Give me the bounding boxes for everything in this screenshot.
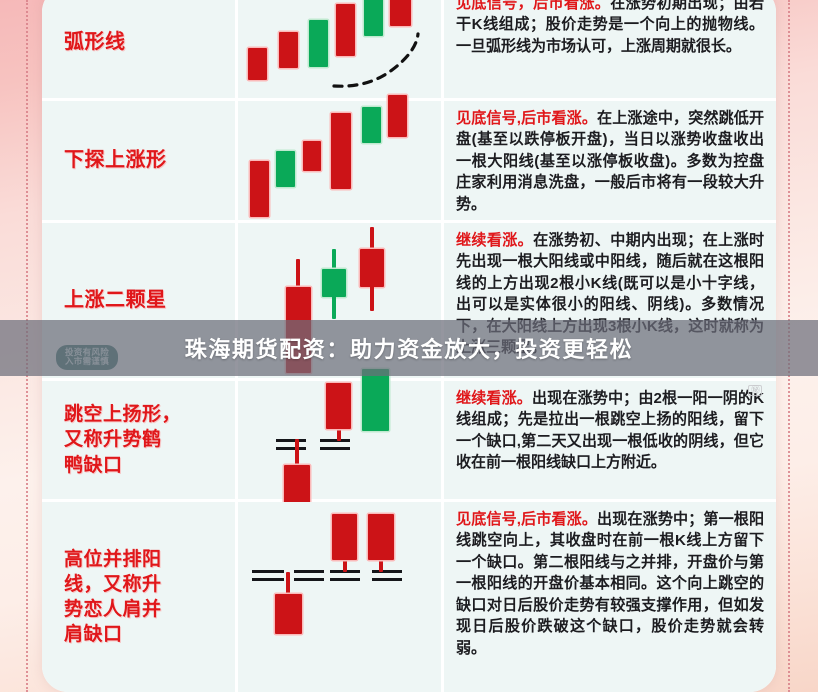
gap-line <box>294 578 324 581</box>
pattern-description-cell: 见底信号，后市看涨。在涨势初期出现；由若干K线组成；股价走势是一个向上的抛物线。… <box>444 0 776 98</box>
gap-line <box>252 570 284 573</box>
watermark-icon: ㊙ <box>747 385 762 396</box>
gap-line <box>294 570 324 573</box>
candle-green <box>362 369 389 431</box>
candle-wick <box>379 556 383 572</box>
candle-red <box>326 383 351 429</box>
description-body: 出现在涨势中；由2根一阳一阴的K线组成；先是拉出一根跳空上扬的阳线，留下一个缺口… <box>456 390 764 472</box>
candle-red <box>284 465 310 503</box>
candle-red <box>248 48 267 80</box>
gap-line <box>252 578 284 581</box>
gap-line <box>320 439 350 442</box>
pattern-description-cell: 见底信号,后市看涨。在上涨途中，突然跳低开盘(基至以跌停板开盘)，当日以涨势收盘… <box>444 101 776 220</box>
pattern-rows: 弧形线 见底信号，后市看涨。在涨势初期出现；由若干K线组成；股价走势是一个向上的… <box>42 0 776 692</box>
candle-red <box>279 32 298 68</box>
pattern-description: 见底信号，后市看涨。在涨势初期出现；由若干K线组成；股价走势是一个向上的抛物线。… <box>456 0 764 57</box>
candle-wick <box>337 423 341 441</box>
gap-line <box>320 447 350 450</box>
pattern-chart-cell <box>238 0 444 98</box>
candlestick-chart-arc-line <box>238 0 441 98</box>
candle-red <box>390 0 411 26</box>
gap-line <box>372 570 402 573</box>
candle-wick <box>370 227 374 251</box>
candlestick-chart-side-by-side <box>238 502 441 692</box>
candle-wick <box>295 439 299 467</box>
pattern-row: 下探上涨形 见底信号,后市看涨。在上涨途中，突然跳低开盘(基至以跌停板开盘)，当… <box>42 95 776 223</box>
candle-wick <box>332 295 336 319</box>
pattern-description-cell: 见底信号,后市看涨。出现在涨势中；第一根阳线跳空向上，其收盘时在前一根K线上方留… <box>444 502 776 692</box>
pattern-chart-cell <box>238 95 444 220</box>
candle-green <box>322 269 346 297</box>
gap-line <box>372 578 402 581</box>
description-body: 在上涨途中，突然跳低开盘(基至以跌停板开盘)，当日以涨势收盘收出一根大阳线(基至… <box>456 110 764 213</box>
candlestick-chart-gap-up <box>238 369 441 503</box>
pattern-description: 见底信号,后市看涨。在上涨途中，突然跳低开盘(基至以跌停板开盘)，当日以涨势收盘… <box>456 108 764 215</box>
pattern-label: 下探上涨形 <box>64 149 167 172</box>
pattern-label-cell: 弧形线 <box>42 0 238 98</box>
candle-wick <box>370 285 374 311</box>
candle-red <box>332 514 357 560</box>
promo-overlay-banner: 珠海期货配资：助力资金放大，投资更轻松 <box>0 320 818 376</box>
description-highlight: 见底信号,后市看涨。 <box>456 110 598 127</box>
pattern-label: 高位并排阳 线，又称升 势恋人肩并 肩缺口 <box>64 548 162 646</box>
description-highlight: 见底信号,后市看涨。 <box>456 511 598 528</box>
description-highlight: 继续看涨。 <box>456 390 532 407</box>
candle-green <box>364 0 383 36</box>
candle-red <box>250 161 269 217</box>
candle-red <box>388 95 407 137</box>
gap-line <box>276 439 306 442</box>
pattern-description: 继续看涨。出现在涨势中；由2根一阳一阴的K线组成；先是拉出一根跳空上扬的阳线，留… <box>456 388 764 474</box>
pattern-label: 弧形线 <box>64 30 126 53</box>
pattern-row: 弧形线 见底信号，后市看涨。在涨势初期出现；由若干K线组成；股价走势是一个向上的… <box>42 0 776 101</box>
candle-red <box>303 141 321 171</box>
candlestick-chart-dip-and-rise <box>238 95 441 220</box>
description-highlight: 继续看涨。 <box>456 232 534 249</box>
candle-wick <box>332 249 336 271</box>
candle-red <box>275 594 302 634</box>
pattern-label-cell: 跳空上扬形， 又称升势鹤 鸭缺口 <box>42 381 238 499</box>
pattern-description: 见底信号,后市看涨。出现在涨势中；第一根阳线跳空向上，其收盘时在前一根K线上方留… <box>456 509 764 659</box>
candle-red <box>368 514 394 560</box>
pattern-label: 跳空上扬形， 又称升势鹤 鸭缺口 <box>64 404 182 476</box>
description-highlight: 见底信号，后市看涨。 <box>456 0 611 12</box>
pattern-label-cell: 高位并排阳 线，又称升 势恋人肩并 肩缺口 <box>42 502 238 692</box>
pattern-chart-cell <box>238 502 444 692</box>
candle-red <box>336 4 355 56</box>
pattern-chart-cell <box>238 369 444 503</box>
promo-overlay-text: 珠海期货配资：助力资金放大，投资更轻松 <box>184 337 634 362</box>
candle-green <box>309 20 328 67</box>
gap-line <box>276 447 306 450</box>
pattern-row: 高位并排阳 线，又称升 势恋人肩并 肩缺口 <box>42 502 776 692</box>
pattern-label-cell: 下探上涨形 <box>42 101 238 220</box>
candle-wick <box>286 572 290 596</box>
description-body: 在涨势初期出现；由若干K线组成；股价走势是一个向上的抛物线。一旦弧形线为市场认可… <box>456 0 764 55</box>
candle-wick <box>296 259 300 289</box>
candle-green <box>276 151 295 187</box>
pattern-label: 上涨二颗星 <box>64 289 167 312</box>
pattern-row: 跳空上扬形， 又称升势鹤 鸭缺口 ㊙ 继续看涨。出现在涨势中；由2根一阳一阴的 <box>42 369 776 503</box>
description-body: 出现在涨势中；第一根阳线跳空向上，其收盘时在前一根K线上方留下一个缺口。第二根阳… <box>456 511 764 657</box>
gap-line <box>330 578 360 581</box>
candle-wick <box>343 556 347 572</box>
pattern-description-cell: ㊙ 继续看涨。出现在涨势中；由2根一阳一阴的K线组成；先是拉出一根跳空上扬的阳线… <box>444 381 776 499</box>
candle-red <box>331 113 351 189</box>
candle-green <box>362 107 381 143</box>
candle-red <box>360 249 384 287</box>
